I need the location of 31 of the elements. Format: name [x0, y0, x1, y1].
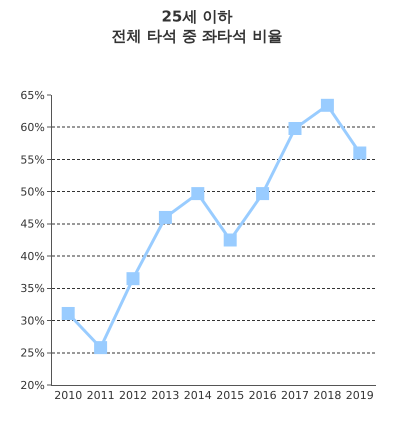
x-tick-label: 2017 [281, 389, 309, 402]
point [320, 98, 334, 112]
y-tick-label: 65% [20, 88, 45, 102]
x-tick-label: 2012 [119, 389, 147, 402]
x-tick-label: 2014 [184, 389, 212, 402]
x-tick-label: 2010 [54, 389, 82, 402]
x-tick-label: 2018 [313, 389, 342, 402]
y-tick-label: 60% [20, 121, 45, 134]
y-tick-label: 20% [20, 378, 45, 392]
y-tick-label: 35% [20, 282, 45, 296]
x-tick-label: 2016 [248, 389, 277, 402]
x-tick-label: 2011 [86, 389, 115, 402]
x-tick-label: 2013 [151, 389, 180, 402]
y-tick-label: 25% [20, 346, 45, 360]
y-tick-label: 30% [20, 314, 45, 328]
point [191, 187, 204, 200]
point [126, 272, 140, 286]
y-tick-label: 50% [20, 186, 45, 199]
point [158, 210, 172, 224]
y-tick-label: 40% [20, 250, 45, 263]
x-tick-label: 2019 [346, 389, 374, 402]
point [288, 122, 302, 136]
point [353, 146, 366, 160]
point [256, 187, 270, 200]
x-tick-label: 2015 [216, 389, 244, 402]
y-tick-label: 55% [20, 153, 45, 166]
chart-title: 25세 이하 전체 타석 중 좌타석 비율 [112, 7, 282, 45]
point [62, 306, 75, 320]
y-tick-label: 45% [20, 218, 45, 231]
point [94, 341, 108, 354]
point [224, 234, 237, 246]
